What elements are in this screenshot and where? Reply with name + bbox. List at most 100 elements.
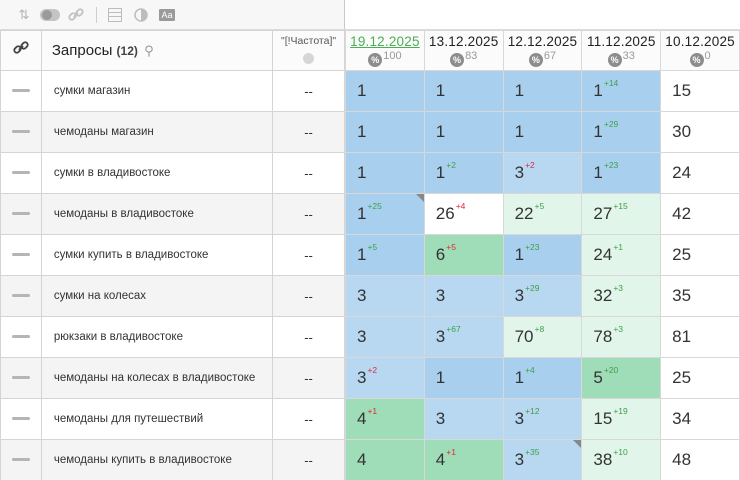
percent-icon[interactable]: % [689,53,704,67]
position-cell[interactable]: 25 [660,234,740,276]
position-cell[interactable]: 34 [660,398,740,440]
position-cell[interactable]: 1+4 [502,357,583,399]
frequency-cell: -- [272,398,345,440]
position-cell[interactable]: 3+29 [502,275,583,317]
position-cell[interactable]: 1 [423,111,504,153]
position-cell[interactable]: 26+4 [423,193,504,235]
position-cell[interactable]: 22+5 [502,193,583,235]
position-cell[interactable]: 1 [345,70,425,112]
position-cell[interactable]: 1+25 [345,193,425,235]
position-cell[interactable]: 27+15 [581,193,662,235]
query-cell[interactable]: сумки купить в владивостоке [40,234,274,276]
position-cell[interactable]: 25 [660,357,740,399]
date-label: 11.12.2025 [586,34,656,49]
globe-icon[interactable] [303,53,315,64]
row-handle[interactable] [0,152,42,194]
sort-icon[interactable]: ⇅ [18,6,30,22]
position-cell[interactable]: 3 [423,275,504,317]
position-cell[interactable]: 1 [502,70,583,112]
position-cell[interactable]: 78+3 [581,316,662,358]
position-cell[interactable]: 3 [345,275,425,317]
position-cell[interactable]: 4+1 [345,398,425,440]
position-cell[interactable]: 42 [660,193,740,235]
position-cell[interactable]: 1+23 [502,234,583,276]
position-cell[interactable]: 24 [660,152,740,194]
position-cell[interactable]: 30 [660,111,740,153]
position-cell[interactable]: 35 [660,275,740,317]
position-cell[interactable]: 3+2 [345,357,425,399]
row-handle[interactable] [0,398,42,440]
table-row: сумки на колесах -- [0,275,345,317]
percent-icon[interactable]: % [528,53,543,67]
position-cell[interactable]: 6+5 [423,234,504,276]
position-cell[interactable]: 3+2 [502,152,583,194]
percent-icon[interactable]: % [368,53,383,67]
position-cell[interactable]: 4+1 [423,439,504,480]
query-cell[interactable]: чемоданы купить в владивостоке [40,439,274,480]
query-cell[interactable]: сумки в владивостоке [40,152,274,194]
position-cell[interactable]: 1 [423,70,504,112]
date-column-header[interactable]: 11.12.2025% 33 [581,30,662,71]
font-size-icon[interactable]: Aa [159,8,175,21]
position-cell[interactable]: 81 [660,316,740,358]
toolbar-divider [96,6,97,23]
position-cell[interactable]: 1+2 [423,152,504,194]
table-row: 3 3+67 70+8 78+3 81 [345,316,740,358]
position-cell[interactable]: 24+1 [581,234,662,276]
link-icon[interactable] [66,6,86,24]
position-cell[interactable]: 15+19 [581,398,662,440]
toggle-icon[interactable] [40,6,60,24]
position-cell[interactable]: 1 [345,111,425,153]
date-column-header[interactable]: 19.12.2025% 100 [345,30,425,71]
position-cell[interactable]: 32+3 [581,275,662,317]
frequency-cell: -- [272,439,345,480]
frequency-cell: -- [272,275,345,317]
query-cell[interactable]: сумки на колесах [40,275,274,317]
chain-link-icon[interactable] [13,40,29,56]
query-cell[interactable]: чемоданы магазин [40,111,274,153]
query-cell[interactable]: сумки магазин [40,70,274,112]
row-handle[interactable] [0,316,42,358]
date-column-header[interactable]: 13.12.2025% 83 [423,30,504,71]
row-handle[interactable] [0,439,42,480]
row-handle[interactable] [0,357,42,399]
row-handle[interactable] [0,70,42,112]
position-cell[interactable]: 1 [502,111,583,153]
frequency-column-header[interactable]: "[!Частота]" [272,30,345,71]
query-cell[interactable]: чемоданы в владивостоке [40,193,274,235]
query-cell[interactable]: чемоданы для путешествий [40,398,274,440]
position-cell[interactable]: 4 [345,439,425,480]
position-cell[interactable]: 1+5 [345,234,425,276]
position-cell[interactable]: 3 [345,316,425,358]
row-handle[interactable] [0,234,42,276]
query-cell[interactable]: рюкзаки в владивостоке [40,316,274,358]
position-cell[interactable]: 5+20 [581,357,662,399]
percent-icon[interactable]: % [450,53,465,67]
position-cell[interactable]: 3+12 [502,398,583,440]
row-handle[interactable] [0,275,42,317]
date-column-header[interactable]: 12.12.2025% 67 [502,30,583,71]
position-cell[interactable]: 1+29 [581,111,662,153]
date-column-header[interactable]: 10.12.2025% 0 [660,30,740,71]
position-cell[interactable]: 1 [423,357,504,399]
row-handle[interactable] [0,193,42,235]
search-icon[interactable]: ⚲ [144,42,154,58]
position-cell[interactable]: 1+14 [581,70,662,112]
position-cell[interactable]: 48 [660,439,740,480]
row-handle[interactable] [0,111,42,153]
position-cell[interactable]: 3 [423,398,504,440]
contrast-icon[interactable] [131,6,151,24]
date-label[interactable]: 19.12.2025 [350,34,420,49]
position-value: 78 [593,327,613,346]
query-cell[interactable]: чемоданы на колесах в владивостоке [40,357,274,399]
position-cell[interactable]: 15 [660,70,740,112]
position-cell[interactable]: 38+10 [581,439,662,480]
position-cell[interactable]: 70+8 [502,316,583,358]
position-cell[interactable]: 3+67 [423,316,504,358]
position-cell[interactable]: 1+23 [581,152,662,194]
percent-icon[interactable]: % [607,53,622,67]
queries-column-header[interactable]: Запросы (12) ⚲ [40,30,274,71]
position-cell[interactable]: 3+35 [502,439,583,480]
table-icon[interactable] [105,6,125,24]
position-cell[interactable]: 1 [345,152,425,194]
